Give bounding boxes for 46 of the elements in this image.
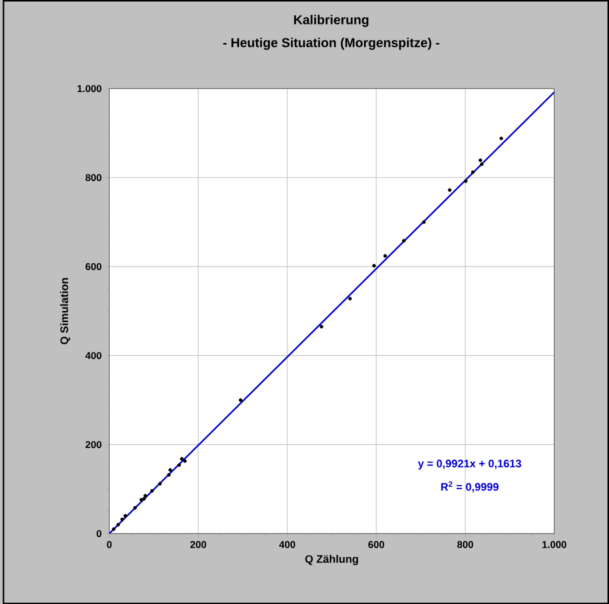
y-tick-label: 600 — [86, 262, 102, 270]
point — [402, 238, 406, 242]
point — [320, 324, 324, 328]
point — [133, 506, 137, 510]
chart-title: Kalibrierung — [294, 14, 368, 27]
y-tick-label: 1.000 — [78, 84, 102, 92]
point — [464, 179, 468, 183]
y-tick-label: 0 — [96, 530, 102, 537]
point — [478, 158, 482, 162]
point — [167, 472, 171, 476]
point — [183, 459, 187, 463]
point — [238, 398, 242, 402]
x-tick-label: 0 — [106, 540, 112, 548]
point — [140, 498, 144, 502]
annotation: y = 0,9921x + 0,1613 — [418, 460, 522, 470]
annotation: R$^{2}$ = 0,9999 — [441, 481, 498, 492]
y-tick-label: 200 — [86, 440, 102, 448]
y-axis-title: Q Simulation — [60, 278, 70, 344]
point — [150, 488, 154, 493]
y-tick-label: 800 — [86, 174, 102, 181]
x-tick-label: 800 — [457, 540, 474, 548]
point — [168, 468, 172, 472]
x-tick-label: 1.000 — [542, 540, 566, 548]
point — [142, 496, 146, 501]
x-axis-title: Q Zählung — [305, 554, 358, 565]
point — [144, 494, 148, 498]
point — [124, 514, 128, 518]
point — [383, 254, 387, 258]
point — [180, 456, 184, 460]
point — [372, 264, 376, 268]
chart-subtitle: - Heutige Situation (Morgenspitze) - — [223, 38, 440, 50]
point — [348, 296, 352, 300]
x-tick-label: 400 — [279, 540, 296, 548]
point — [177, 463, 181, 467]
point — [158, 482, 162, 486]
point — [120, 517, 124, 521]
x-tick-label: 200 — [190, 540, 206, 548]
point — [480, 162, 484, 166]
point — [500, 136, 504, 140]
point — [422, 220, 426, 224]
point — [448, 188, 452, 192]
point — [116, 522, 120, 526]
x-tick-label: 600 — [368, 540, 384, 548]
point — [471, 170, 475, 174]
point — [112, 527, 116, 531]
y-tick-label: 400 — [85, 352, 102, 359]
